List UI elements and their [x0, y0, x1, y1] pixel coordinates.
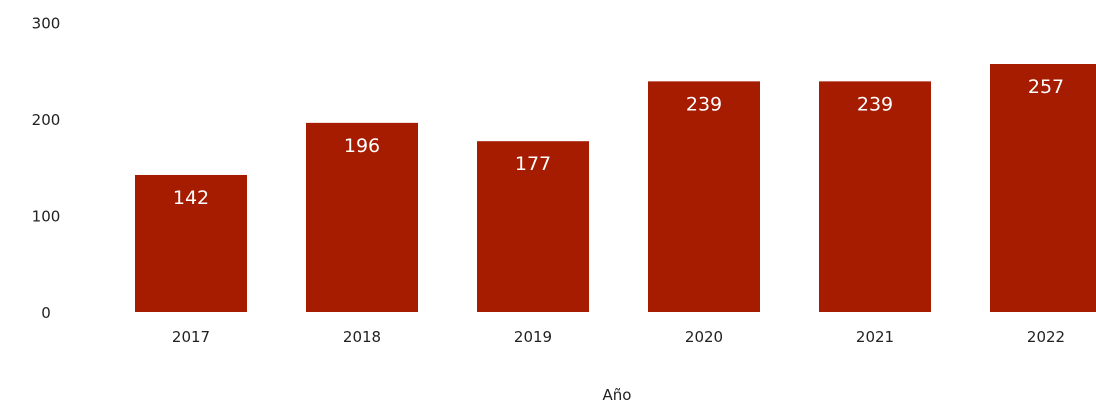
x-axis-title: Año [603, 386, 632, 404]
x-tick-label: 2020 [685, 328, 723, 346]
bar-2021 [819, 81, 931, 313]
bar-2018 [306, 122, 418, 312]
bar-value-label: 142 [173, 187, 209, 209]
x-tick-label: 2018 [343, 328, 381, 346]
y-tick-label: 0 [41, 304, 51, 322]
x-axis-ticks: 2017 2018 2019 2020 2021 2022 [172, 328, 1065, 346]
y-axis-ticks: 0 100 200 300 [32, 15, 61, 323]
x-tick-label: 2017 [172, 328, 210, 346]
y-tick-label: 100 [32, 208, 61, 226]
bar-value-label: 177 [515, 153, 551, 175]
y-tick-label: 300 [32, 15, 61, 33]
bar-value-label: 196 [344, 135, 380, 157]
bar-2017 [135, 174, 247, 312]
bar-2019 [477, 141, 589, 312]
x-tick-label: 2022 [1027, 328, 1065, 346]
bar-value-label: 239 [857, 93, 893, 115]
bars: 142 196 177 239 239 257 [135, 63, 1096, 313]
y-tick-label: 200 [32, 111, 61, 129]
bar-value-label: 257 [1028, 76, 1064, 98]
x-tick-label: 2021 [856, 328, 894, 346]
bar-2022 [990, 63, 1096, 313]
x-tick-label: 2019 [514, 328, 552, 346]
bar-value-label: 239 [686, 93, 722, 115]
bar-2020 [648, 81, 760, 313]
